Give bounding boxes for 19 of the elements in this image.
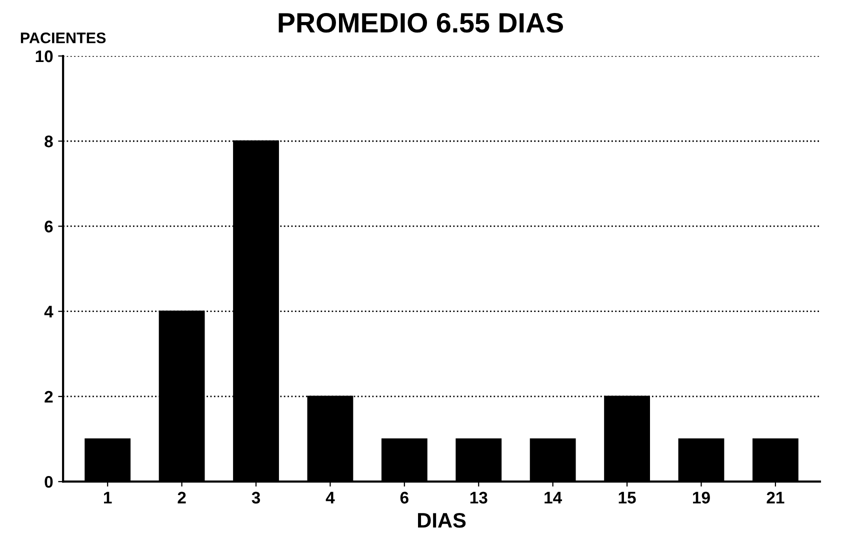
x-tick-label: 2	[178, 492, 186, 504]
x-tick-label: 21	[766, 492, 784, 504]
x-tick-label: 4	[326, 492, 335, 504]
y-tick-label: 4	[44, 306, 54, 318]
x-tick-label: 13	[470, 492, 488, 504]
x-tick-label: 19	[693, 492, 710, 504]
x-tick-label: 15	[618, 492, 636, 504]
x-tick-label: 3	[252, 492, 260, 504]
y-tick-label: 2	[44, 390, 53, 403]
y-axis-title: PACIENTES	[20, 32, 106, 44]
y-tick-label: 8	[44, 136, 53, 148]
x-tick-label: 6	[400, 492, 408, 504]
x-tick-label: 1	[104, 492, 112, 504]
chart-title: PROMEDIO 6.55 DIAS	[278, 12, 563, 33]
y-tick-label: 6	[44, 220, 53, 232]
x-axis-title: DIAS	[418, 512, 466, 528]
y-tick-label: 0	[44, 476, 53, 488]
x-tick-label: 14	[544, 492, 562, 504]
y-tick-label: 10	[36, 50, 53, 62]
